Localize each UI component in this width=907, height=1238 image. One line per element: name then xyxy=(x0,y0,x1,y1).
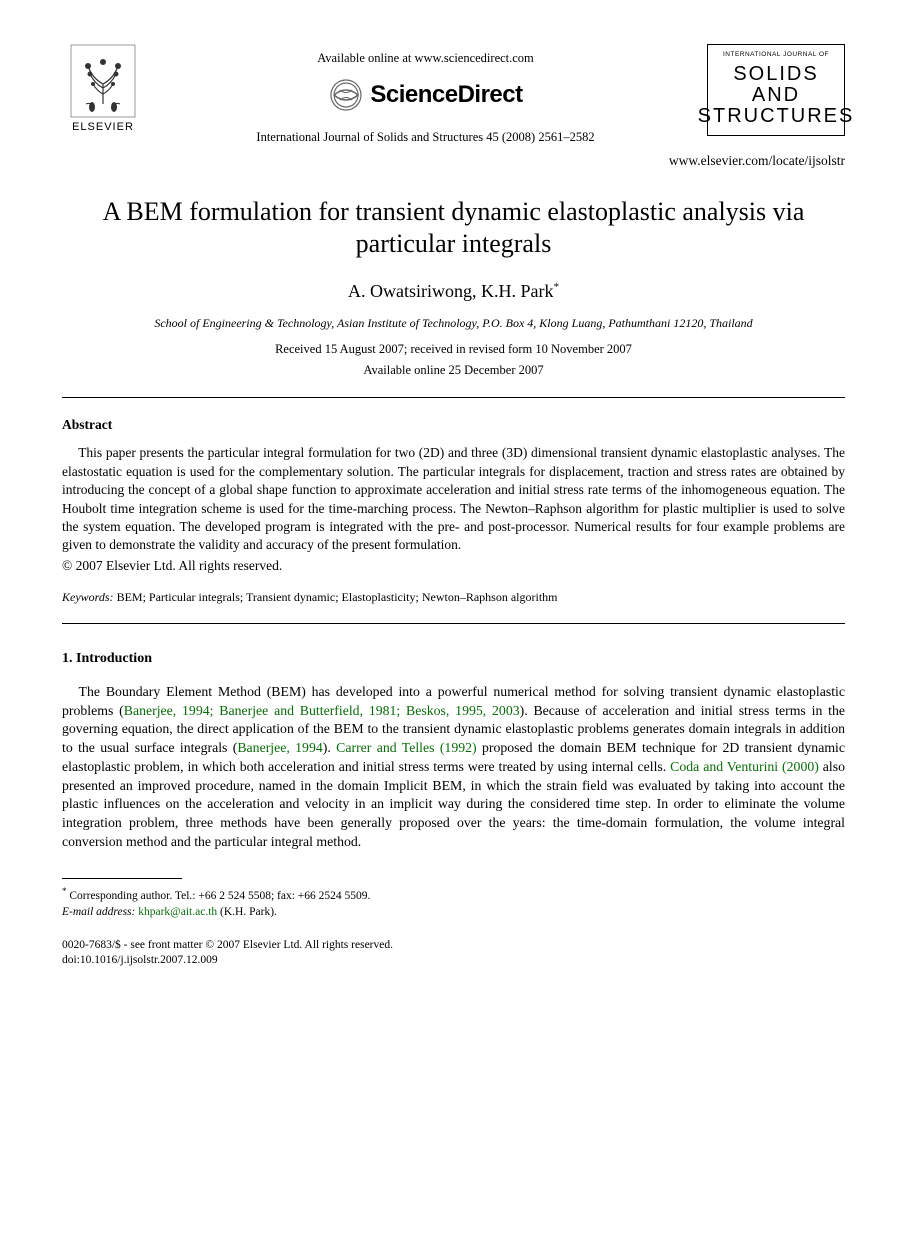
page-footer: 0020-7683/$ - see front matter © 2007 El… xyxy=(62,938,845,969)
abstract-text: This paper presents the particular integ… xyxy=(62,444,845,554)
intro-body: The Boundary Element Method (BEM) has de… xyxy=(62,683,845,852)
sciencedirect-text: ScienceDirect xyxy=(370,79,522,111)
journal-url[interactable]: www.elsevier.com/locate/ijsolstr xyxy=(62,152,845,170)
footnote: * Corresponding author. Tel.: +66 2 524 … xyxy=(62,885,845,920)
author-names: A. Owatsiriwong, K.H. Park xyxy=(348,281,553,301)
journal-citation: International Journal of Solids and Stru… xyxy=(256,129,594,146)
header-center: Available online at www.sciencedirect.co… xyxy=(144,44,707,146)
corresponding-mark: * xyxy=(553,281,559,293)
journal-cover-title-1: SOLIDS AND xyxy=(712,64,840,106)
online-date: Available online 25 December 2007 xyxy=(62,362,845,379)
journal-cover: INTERNATIONAL JOURNAL OF SOLIDS AND STRU… xyxy=(707,44,845,136)
issn-line: 0020-7683/$ - see front matter © 2007 El… xyxy=(62,938,845,954)
citation-link[interactable]: Coda and Venturini (2000) xyxy=(670,759,819,774)
email-attribution: (K.H. Park). xyxy=(217,906,277,918)
available-online-text: Available online at www.sciencedirect.co… xyxy=(317,50,534,67)
keywords-text: BEM; Particular integrals; Transient dyn… xyxy=(114,590,558,604)
journal-cover-subtitle: INTERNATIONAL JOURNAL OF xyxy=(723,51,829,60)
divider xyxy=(62,623,845,624)
journal-cover-title-2: STRUCTURES xyxy=(698,106,855,127)
affiliation: School of Engineering & Technology, Asia… xyxy=(62,315,845,331)
header: ELSEVIER Available online at www.science… xyxy=(62,44,845,146)
elsevier-logo: ELSEVIER xyxy=(62,44,144,135)
divider xyxy=(62,397,845,398)
footnote-divider xyxy=(62,878,182,879)
paper-title: A BEM formulation for transient dynamic … xyxy=(62,196,845,261)
footnote-mark: * xyxy=(62,886,67,896)
elsevier-label: ELSEVIER xyxy=(72,120,134,135)
email-link[interactable]: khpark@ait.ac.th xyxy=(138,906,217,918)
sciencedirect-logo: ScienceDirect xyxy=(328,77,522,113)
keywords-label: Keywords: xyxy=(62,590,114,604)
abstract-heading: Abstract xyxy=(62,416,845,434)
section-heading-intro: 1. Introduction xyxy=(62,650,845,669)
intro-paragraph-1: The Boundary Element Method (BEM) has de… xyxy=(62,683,845,852)
corresponding-author-info: Corresponding author. Tel.: +66 2 524 55… xyxy=(69,889,370,901)
received-date: Received 15 August 2007; received in rev… xyxy=(62,341,845,358)
citation-link[interactable]: Carrer and Telles (1992) xyxy=(336,740,476,755)
sciencedirect-swirl-icon xyxy=(328,77,364,113)
doi-line: doi:10.1016/j.ijsolstr.2007.12.009 xyxy=(62,953,845,969)
email-label: E-mail address: xyxy=(62,906,135,918)
citation-link[interactable]: Banerjee, 1994 xyxy=(237,740,322,755)
elsevier-tree-icon xyxy=(70,44,136,118)
copyright-line: © 2007 Elsevier Ltd. All rights reserved… xyxy=(62,557,845,575)
keywords: Keywords: BEM; Particular integrals; Tra… xyxy=(62,589,845,605)
citation-link[interactable]: Banerjee, 1994; Banerjee and Butterfield… xyxy=(124,703,520,718)
authors: A. Owatsiriwong, K.H. Park* xyxy=(62,279,845,303)
abstract-body: This paper presents the particular integ… xyxy=(62,444,845,554)
